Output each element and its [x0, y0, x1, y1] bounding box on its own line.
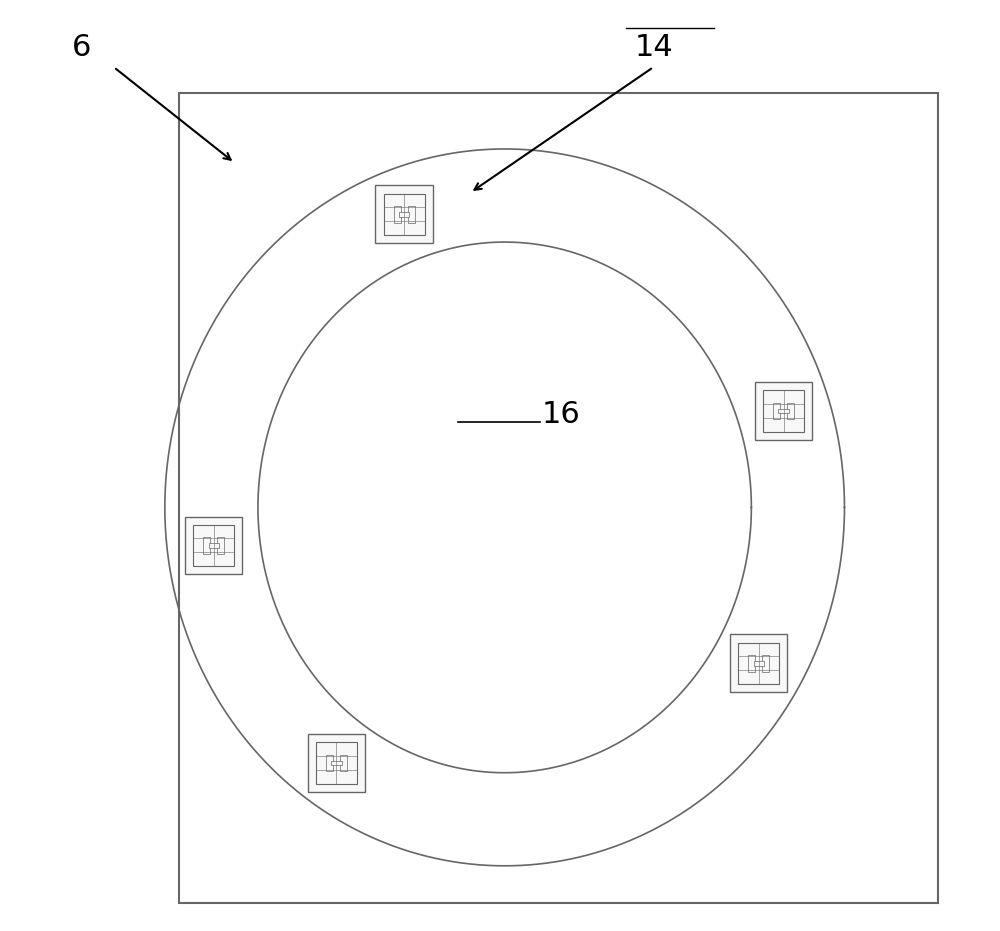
Bar	[408, 206, 415, 223]
Bar	[748, 655, 755, 671]
Bar	[217, 537, 224, 554]
Bar	[193, 525, 234, 566]
Bar	[755, 382, 812, 439]
Bar	[331, 761, 342, 765]
Bar	[384, 194, 425, 236]
Bar	[399, 212, 409, 217]
Text: 6: 6	[72, 33, 91, 61]
Bar	[209, 543, 219, 547]
Bar	[754, 661, 764, 666]
Bar	[730, 635, 787, 693]
Text: 16: 16	[542, 399, 581, 429]
Bar	[778, 409, 789, 413]
Bar	[179, 93, 938, 903]
Bar	[394, 206, 401, 223]
Bar	[316, 742, 357, 784]
Bar	[738, 642, 779, 684]
Bar	[340, 754, 347, 771]
Bar	[326, 754, 333, 771]
Bar	[308, 734, 365, 791]
Bar	[763, 390, 804, 432]
Bar	[773, 403, 780, 419]
Bar	[185, 517, 242, 574]
Text: 14: 14	[635, 33, 674, 61]
Bar	[203, 537, 210, 554]
Bar	[762, 655, 769, 671]
Bar	[787, 403, 794, 419]
Bar	[375, 185, 433, 243]
